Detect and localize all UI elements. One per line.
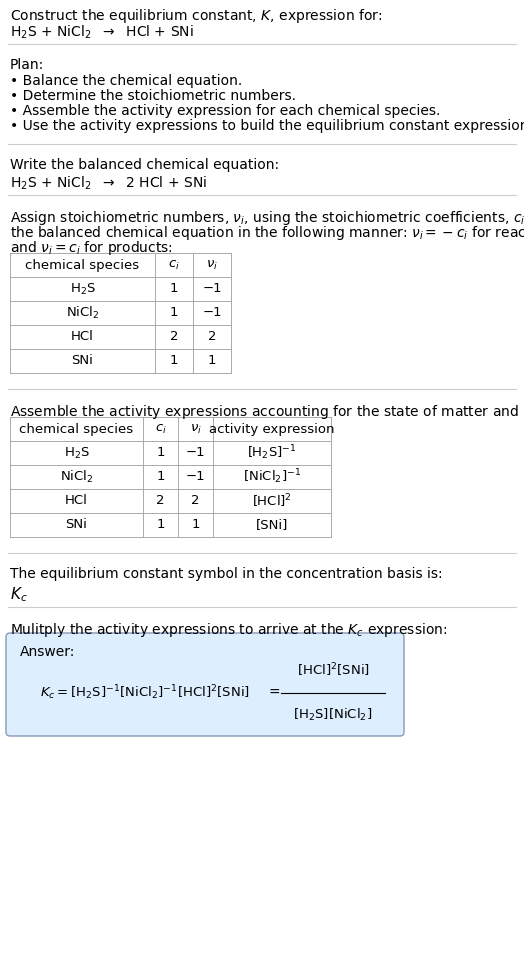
Text: 1: 1: [170, 283, 178, 295]
Text: $\nu_i$: $\nu_i$: [190, 422, 201, 435]
Text: Construct the equilibrium constant, $K$, expression for:: Construct the equilibrium constant, $K$,…: [10, 7, 383, 25]
Text: $c_i$: $c_i$: [168, 259, 180, 271]
Text: [HCl]$^2$: [HCl]$^2$: [252, 492, 292, 510]
Text: 2: 2: [191, 495, 200, 507]
Text: activity expression: activity expression: [209, 422, 335, 435]
Text: −1: −1: [202, 307, 222, 320]
Text: Plan:: Plan:: [10, 58, 44, 72]
Text: NiCl$_2$: NiCl$_2$: [66, 305, 99, 321]
Text: 2: 2: [170, 330, 178, 344]
Text: Assign stoichiometric numbers, $\nu_i$, using the stoichiometric coefficients, $: Assign stoichiometric numbers, $\nu_i$, …: [10, 209, 524, 227]
Text: =: =: [268, 686, 280, 700]
Text: H$_2$S: H$_2$S: [63, 445, 90, 460]
Text: Write the balanced chemical equation:: Write the balanced chemical equation:: [10, 158, 279, 172]
Text: 1: 1: [156, 447, 165, 459]
Text: $K_c$: $K_c$: [10, 585, 28, 604]
Text: the balanced chemical equation in the following manner: $\nu_i = -c_i$ for react: the balanced chemical equation in the fo…: [10, 224, 524, 242]
Text: [NiCl$_2$]$^{-1}$: [NiCl$_2$]$^{-1}$: [243, 468, 301, 486]
Text: 2: 2: [156, 495, 165, 507]
FancyBboxPatch shape: [6, 633, 404, 736]
Text: HCl: HCl: [71, 330, 94, 344]
Text: $[\mathrm{H_2S}][\mathrm{NiCl_2}]$: $[\mathrm{H_2S}][\mathrm{NiCl_2}]$: [293, 707, 373, 723]
Text: 1: 1: [156, 519, 165, 532]
Text: $K_c = [\mathrm{H_2S}]^{-1}[\mathrm{NiCl_2}]^{-1}[\mathrm{HCl}]^2[\mathrm{SNi}]$: $K_c = [\mathrm{H_2S}]^{-1}[\mathrm{NiCl…: [40, 684, 250, 702]
Text: 1: 1: [191, 519, 200, 532]
Text: $[\mathrm{HCl}]^2[\mathrm{SNi}]$: $[\mathrm{HCl}]^2[\mathrm{SNi}]$: [297, 662, 369, 679]
Text: −1: −1: [185, 471, 205, 483]
Text: $\nu_i$: $\nu_i$: [206, 259, 218, 271]
Text: 1: 1: [170, 354, 178, 368]
Text: [SNi]: [SNi]: [256, 519, 288, 532]
Text: and $\nu_i = c_i$ for products:: and $\nu_i = c_i$ for products:: [10, 239, 173, 257]
Text: chemical species: chemical species: [26, 259, 139, 271]
Text: • Determine the stoichiometric numbers.: • Determine the stoichiometric numbers.: [10, 89, 296, 103]
Text: Assemble the activity expressions accounting for the state of matter and $\nu_i$: Assemble the activity expressions accoun…: [10, 403, 524, 421]
Text: HCl: HCl: [65, 495, 88, 507]
Text: 1: 1: [170, 307, 178, 320]
Text: chemical species: chemical species: [19, 422, 134, 435]
Text: [H$_2$S]$^{-1}$: [H$_2$S]$^{-1}$: [247, 444, 297, 462]
Text: • Assemble the activity expression for each chemical species.: • Assemble the activity expression for e…: [10, 104, 440, 118]
Text: • Use the activity expressions to build the equilibrium constant expression.: • Use the activity expressions to build …: [10, 119, 524, 133]
Text: SNi: SNi: [66, 519, 88, 532]
Text: The equilibrium constant symbol in the concentration basis is:: The equilibrium constant symbol in the c…: [10, 567, 443, 581]
Text: $c_i$: $c_i$: [155, 422, 167, 435]
Text: • Balance the chemical equation.: • Balance the chemical equation.: [10, 74, 242, 88]
Text: 2: 2: [208, 330, 216, 344]
Text: H$_2$S + NiCl$_2$  $\rightarrow$  2 HCl + SNi: H$_2$S + NiCl$_2$ $\rightarrow$ 2 HCl + …: [10, 175, 207, 192]
Text: H$_2$S + NiCl$_2$  $\rightarrow$  HCl + SNi: H$_2$S + NiCl$_2$ $\rightarrow$ HCl + SN…: [10, 24, 194, 41]
Text: 1: 1: [156, 471, 165, 483]
Text: SNi: SNi: [72, 354, 93, 368]
Text: −1: −1: [202, 283, 222, 295]
Text: Mulitply the activity expressions to arrive at the $K_c$ expression:: Mulitply the activity expressions to arr…: [10, 621, 447, 639]
Text: 1: 1: [208, 354, 216, 368]
Text: −1: −1: [185, 447, 205, 459]
Text: Answer:: Answer:: [20, 645, 75, 659]
Text: NiCl$_2$: NiCl$_2$: [60, 469, 93, 485]
Text: H$_2$S: H$_2$S: [70, 282, 95, 297]
